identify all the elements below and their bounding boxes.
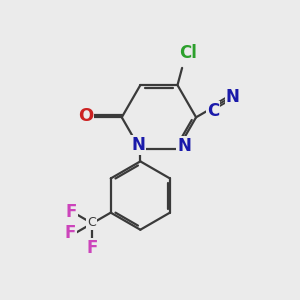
Text: F: F: [86, 239, 98, 257]
Text: C: C: [87, 216, 96, 229]
Text: F: F: [64, 224, 75, 242]
Text: C: C: [207, 102, 219, 120]
Text: F: F: [65, 203, 76, 221]
Text: N: N: [131, 136, 145, 154]
Text: N: N: [177, 137, 191, 155]
Text: Cl: Cl: [179, 44, 197, 62]
Text: N: N: [226, 88, 240, 106]
Text: O: O: [78, 107, 93, 125]
